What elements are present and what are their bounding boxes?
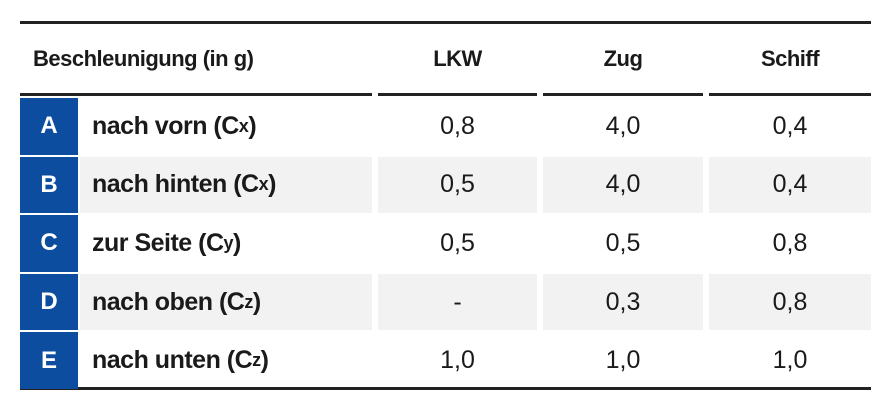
value-cell: 4,0 bbox=[543, 156, 703, 214]
value-cell: 0,8 bbox=[772, 228, 808, 257]
label-subscript: z bbox=[252, 350, 261, 371]
label-text: nach unten (C bbox=[92, 346, 253, 375]
row-label: nach oben (C z) bbox=[80, 273, 372, 331]
label-suffix: ) bbox=[233, 228, 241, 257]
value-cell: - bbox=[378, 273, 537, 331]
row-label: nach vorn (C x) bbox=[80, 98, 372, 155]
label-subscript: x bbox=[258, 174, 269, 195]
row-letter: E bbox=[20, 332, 78, 389]
label-subscript: z bbox=[244, 291, 253, 312]
value-cell: 4,0 bbox=[605, 111, 641, 140]
value-cell: 0,4 bbox=[709, 156, 871, 214]
value-cell: 0,8 bbox=[709, 273, 871, 331]
label-suffix: ) bbox=[260, 346, 269, 375]
value-cell: 1,0 bbox=[772, 346, 808, 375]
row-label: nach hinten (C x) bbox=[80, 156, 372, 214]
label-suffix: ) bbox=[248, 111, 257, 140]
header-cell: Zug bbox=[543, 24, 703, 96]
header-cell: Beschleunigung (in g) bbox=[20, 24, 372, 96]
row-letter: D bbox=[20, 273, 78, 331]
row-label: nach unten (C z) bbox=[80, 332, 372, 389]
label-subscript: x bbox=[238, 115, 249, 136]
value-cell: 1,0 bbox=[605, 346, 641, 375]
row-letter: B bbox=[20, 156, 78, 214]
label-text: nach oben (C bbox=[92, 287, 245, 316]
header-cell: Schiff bbox=[709, 24, 871, 96]
value-cell: 0,3 bbox=[543, 273, 703, 331]
label-text: nach hinten (C bbox=[92, 170, 259, 199]
value-cell: 0,4 bbox=[772, 111, 808, 140]
row-letter: C bbox=[20, 215, 78, 272]
label-suffix: ) bbox=[252, 287, 261, 316]
row-label: zur Seite (C y) bbox=[80, 215, 372, 272]
label-text: nach vorn (C bbox=[92, 111, 239, 140]
label-text: zur Seite (C bbox=[92, 228, 224, 257]
value-cell: 0,8 bbox=[440, 111, 475, 140]
value-cell: 0,5 bbox=[605, 228, 641, 257]
value-cell: 0,5 bbox=[440, 228, 475, 257]
row-letter: A bbox=[20, 98, 78, 155]
label-suffix: ) bbox=[268, 170, 276, 199]
value-cell: 0,5 bbox=[378, 156, 537, 214]
label-subscript: y bbox=[223, 232, 234, 253]
header-cell: LKW bbox=[378, 24, 537, 96]
value-cell: 1,0 bbox=[440, 346, 475, 375]
